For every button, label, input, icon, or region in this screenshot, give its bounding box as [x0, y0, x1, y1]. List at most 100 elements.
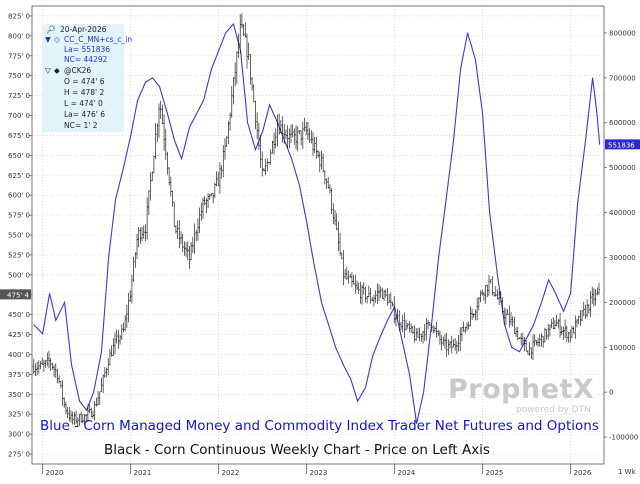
series-point-blue: [592, 77, 593, 79]
series-point-blue: [79, 400, 80, 402]
series-point-blue: [49, 292, 50, 294]
x-axis-tick-label: 2025: [486, 469, 504, 477]
current-price-tag: [0, 289, 31, 300]
blue-series-last: La= 551836: [64, 45, 111, 54]
x-axis-tick-label: 2020: [46, 469, 64, 477]
series-point-blue: [130, 135, 131, 137]
series-point-blue: [101, 351, 102, 353]
left-axis-tick-label: 275' 0: [8, 451, 30, 459]
series-point-blue: [152, 77, 153, 79]
series-point-blue: [570, 292, 571, 294]
x-axis-tick-label: 2021: [134, 469, 152, 477]
series-point-blue: [467, 32, 468, 34]
series-point-blue: [159, 86, 161, 88]
black-collapse-icon[interactable]: ▽: [45, 66, 51, 75]
series-point-blue: [438, 257, 439, 258]
series-point-blue: [541, 301, 542, 303]
series-point-blue: [181, 158, 183, 160]
x-axis-tick-label: 2024: [398, 469, 416, 477]
left-axis-tick-label: 825' 0: [8, 12, 30, 20]
series-point-blue: [497, 275, 498, 276]
info-legend-box: 🔎︎ 20-Apr-2026 ▼ ◇ CC_C_MN+cs_c_in La= 5…: [42, 24, 132, 132]
series-point-blue: [269, 104, 270, 106]
x-axis-tick-label: 2023: [310, 469, 328, 477]
black-series-symbol: @CK26: [64, 66, 92, 75]
series-point-blue: [123, 167, 124, 169]
right-axis-tick-label: 400000: [609, 209, 636, 217]
series-point-blue: [599, 143, 600, 145]
x-axis-interval-label: 1 Wk: [618, 468, 637, 476]
series-point-blue: [71, 364, 72, 366]
right-axis-tick-label: 500000: [609, 164, 636, 172]
left-axis-tick-label: 350' 0: [8, 391, 30, 399]
series-point-blue: [189, 126, 190, 128]
series-point-blue: [93, 391, 94, 393]
series-point-blue: [372, 355, 373, 357]
right-axis-tick-label: 0: [609, 389, 613, 397]
blue-series-diamond-icon: ◇: [54, 35, 60, 44]
series-point-blue: [519, 351, 520, 353]
series-point-blue: [108, 257, 109, 258]
left-axis-tick-label: 600' 0: [8, 192, 30, 200]
left-axis-tick-label: 300' 0: [8, 431, 30, 439]
black-series-diamond-icon: ◆: [54, 66, 60, 75]
right-axis-tick-label: 300000: [609, 254, 636, 262]
right-axis-tick-label: -100000: [609, 434, 638, 442]
caption-blue-series: Blue - Corn Managed Money and Commodity …: [40, 418, 599, 434]
prophetx-watermark: ProphetX: [448, 374, 595, 405]
left-axis-tick-label: 675' 0: [8, 132, 30, 140]
series-point-blue: [401, 337, 402, 339]
series-point-blue: [357, 400, 358, 402]
black-series-last: La= 476' 6: [64, 110, 105, 119]
left-axis-tick-label: 775' 0: [8, 52, 30, 60]
series-point-blue: [299, 185, 300, 187]
series-point-blue: [482, 113, 483, 115]
series-point-blue: [460, 68, 461, 70]
series-point-blue: [211, 68, 212, 70]
left-axis-tick-label: 800' 0: [8, 32, 30, 40]
current-net-position-tag-label: 551836: [608, 141, 635, 149]
left-axis-tick-label: 375' 0: [8, 371, 30, 379]
series-point-blue: [328, 324, 329, 326]
series-point-blue: [555, 292, 556, 294]
caption-black-series: Black - Corn Continuous Weekly Chart - P…: [104, 442, 490, 458]
series-point-blue: [343, 364, 344, 366]
series-point-blue: [585, 140, 586, 142]
right-axis-tick-label: 700000: [609, 74, 636, 82]
left-axis-tick-label: 575' 0: [8, 212, 30, 220]
series-point-blue: [137, 99, 139, 101]
series-point-blue: [423, 391, 424, 393]
series-point-blue: [255, 149, 256, 151]
left-axis-tick-label: 550' 0: [8, 232, 30, 240]
current-net-position-tag: [605, 139, 640, 150]
blue-collapse-icon[interactable]: ▼: [45, 35, 51, 44]
series-point-blue: [511, 346, 512, 348]
black-series-open: O = 474' 6: [64, 77, 105, 86]
series-point-blue: [365, 387, 366, 389]
left-axis-tick-label: 425' 0: [8, 331, 30, 339]
series-point-blue: [379, 337, 380, 339]
left-axis-tick-label: 325' 0: [8, 411, 30, 419]
series-point-blue: [225, 32, 227, 34]
series-point-blue: [196, 113, 197, 115]
blue-series-net-change: NC= 44292: [64, 55, 108, 64]
series-point-blue: [548, 279, 549, 281]
right-axis-tick-label: 100000: [609, 344, 636, 352]
series-point-blue: [167, 113, 168, 115]
black-series-net-change: NC= 1' 2: [64, 121, 98, 130]
series-point-blue: [174, 140, 175, 142]
left-axis-tick-label: 725' 0: [8, 92, 30, 100]
left-axis-tick-label: 625' 0: [8, 172, 30, 180]
series-point-blue: [64, 301, 65, 303]
zoom-icon[interactable]: 🔎︎: [46, 25, 56, 34]
x-axis-tick-label: 2026: [574, 469, 592, 477]
series-point-blue: [218, 50, 219, 52]
info-date: 20-Apr-2026: [60, 25, 107, 34]
series-point-blue: [262, 131, 263, 133]
series-point-blue: [313, 261, 314, 263]
left-axis-tick-label: 700' 0: [8, 112, 30, 120]
series-point-blue: [33, 324, 35, 326]
black-series-low: L = 474' 0: [64, 99, 103, 108]
series-point-blue: [306, 221, 307, 222]
